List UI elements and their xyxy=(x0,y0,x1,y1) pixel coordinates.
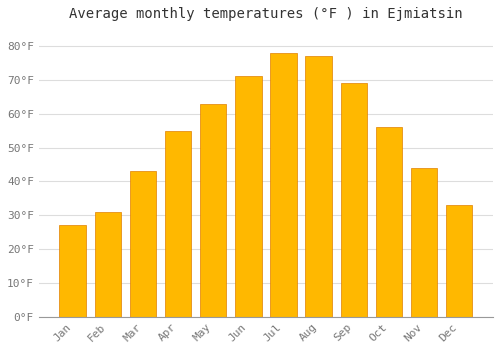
Bar xyxy=(411,168,438,317)
Bar xyxy=(270,53,296,317)
Bar xyxy=(306,56,332,317)
Bar xyxy=(376,127,402,317)
Title: Average monthly temperatures (°F ) in Ejmiatsin: Average monthly temperatures (°F ) in Ej… xyxy=(69,7,462,21)
Bar xyxy=(446,205,472,317)
Bar xyxy=(94,212,121,317)
Bar xyxy=(165,131,191,317)
Bar xyxy=(130,171,156,317)
Bar xyxy=(235,76,262,317)
Bar xyxy=(340,83,367,317)
Bar xyxy=(200,104,226,317)
Bar xyxy=(60,225,86,317)
